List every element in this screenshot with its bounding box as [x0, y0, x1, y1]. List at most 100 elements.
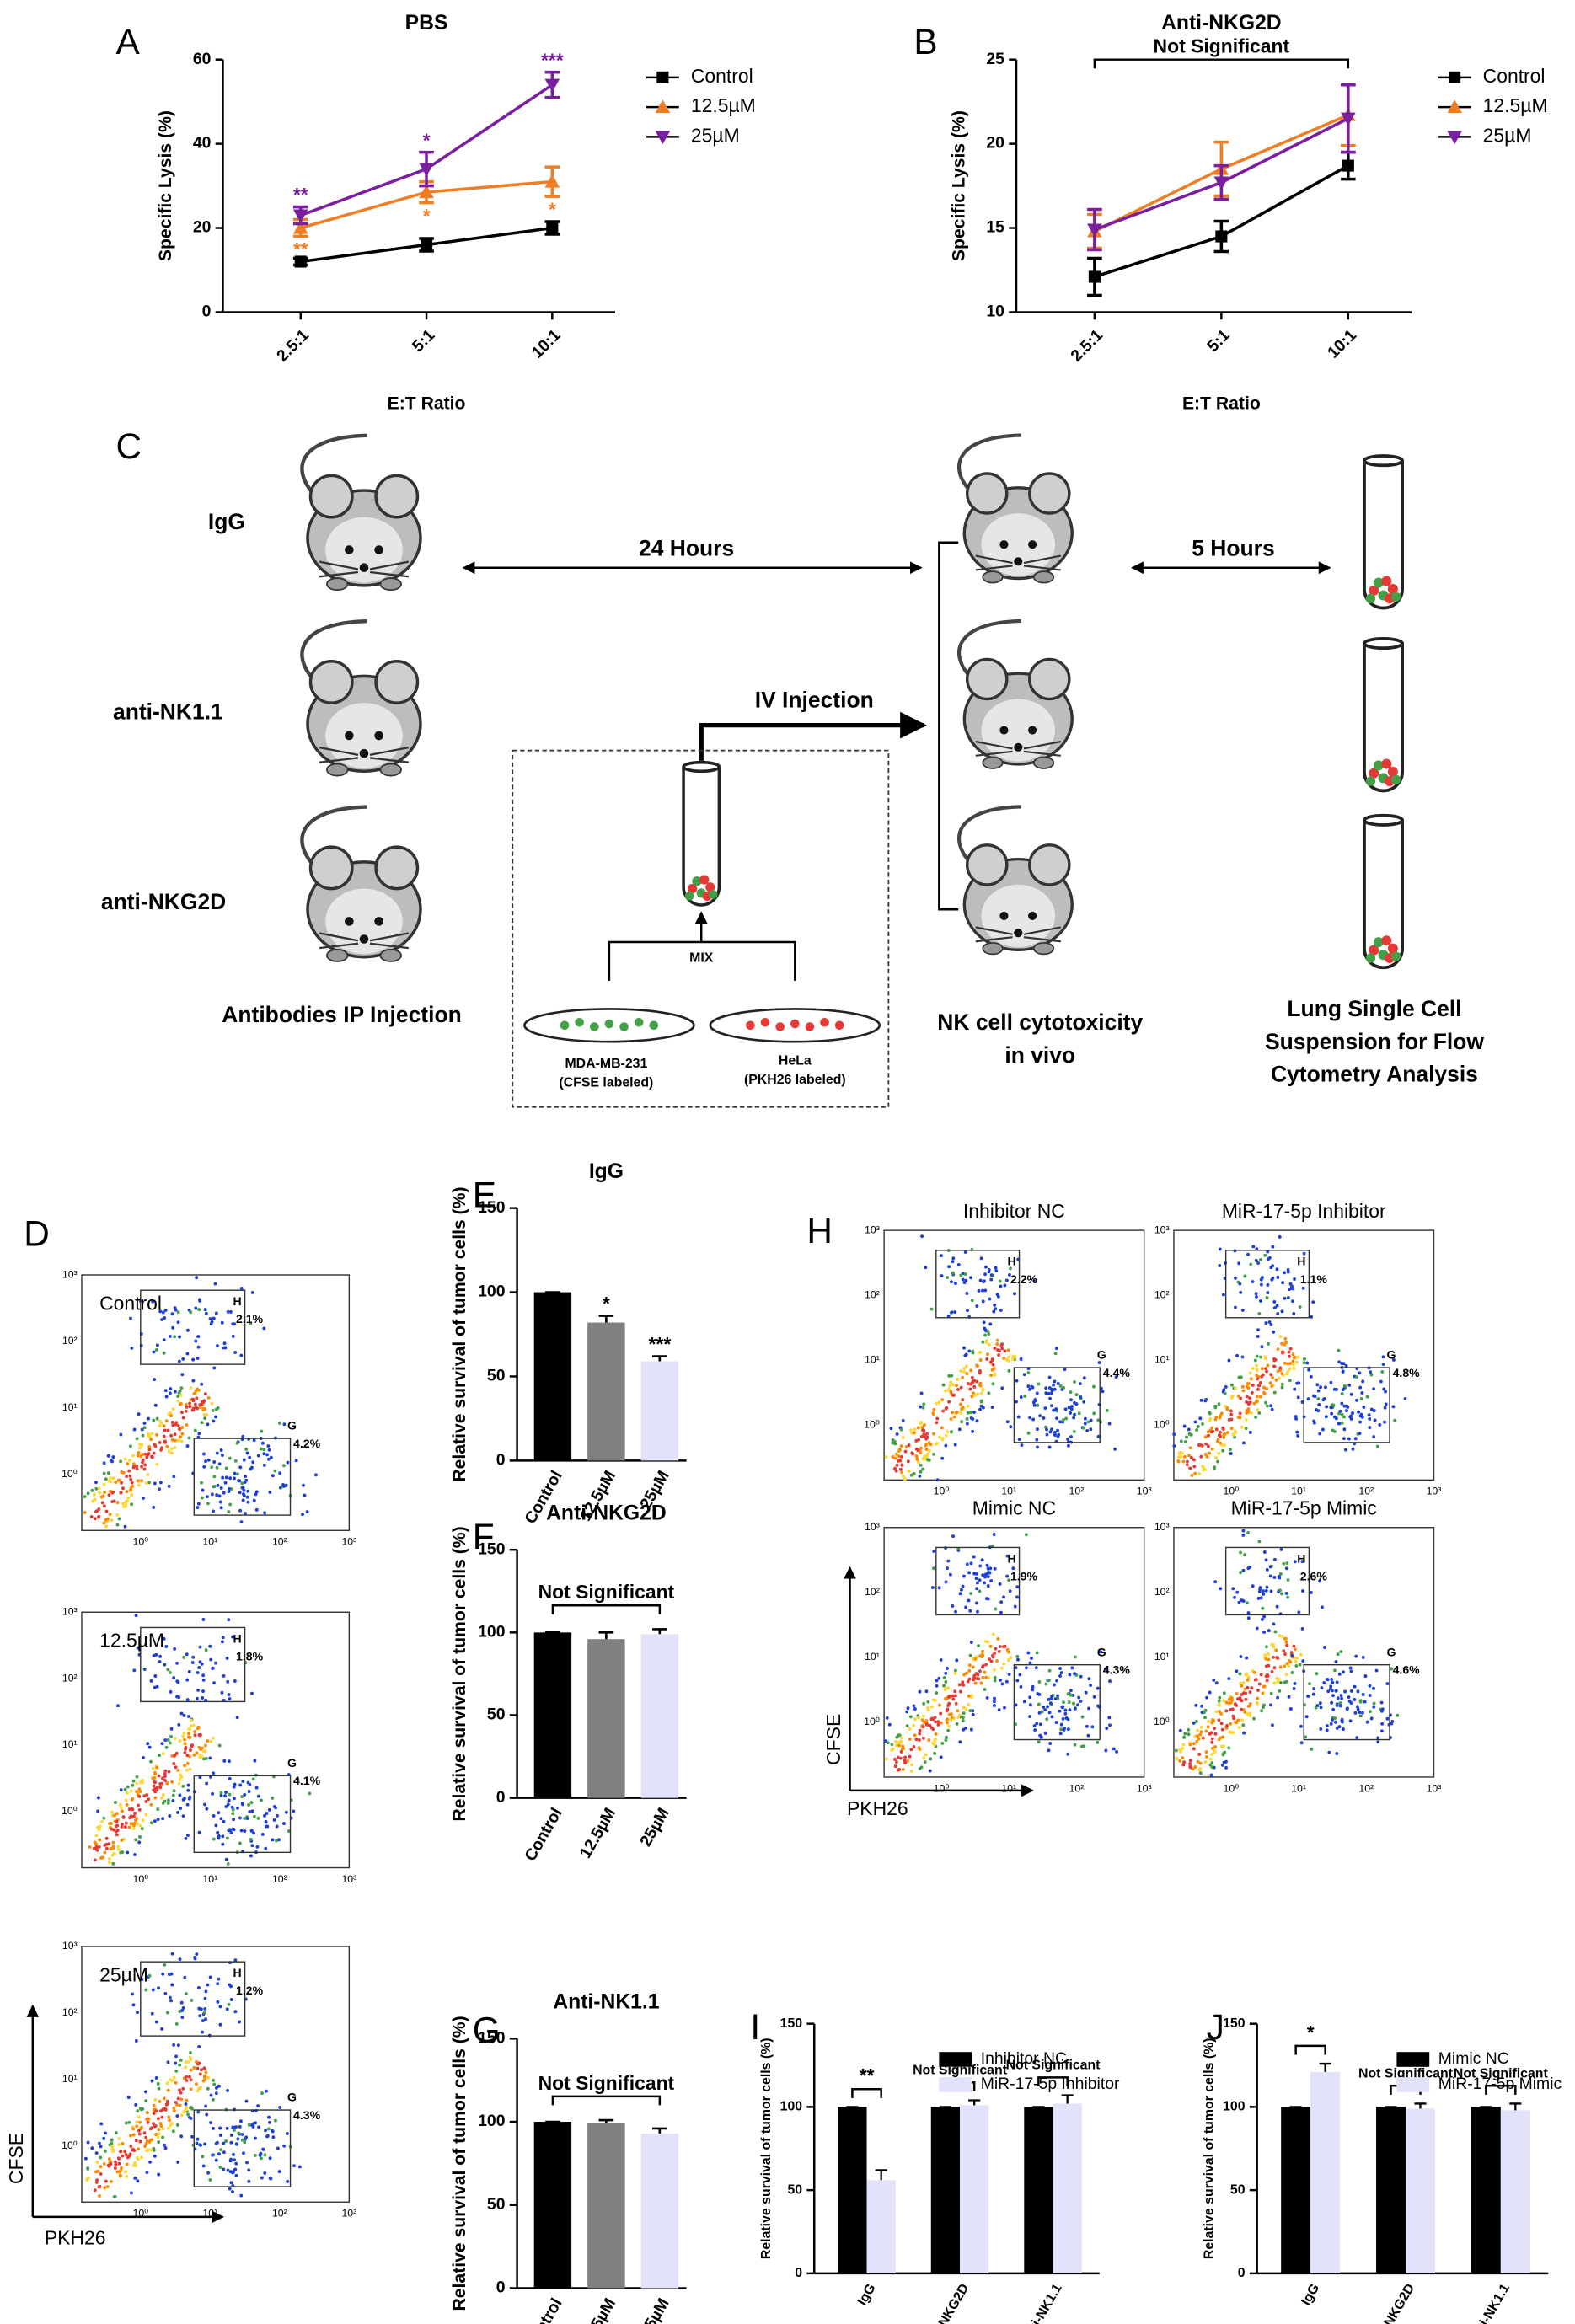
event-dot: [168, 1814, 172, 1818]
event-dot: [917, 1438, 921, 1442]
event-dot: [127, 1459, 131, 1463]
event-dot: [964, 1364, 968, 1368]
event-dot: [919, 1434, 924, 1438]
event-dot: [1026, 1384, 1031, 1389]
significance: ***: [541, 49, 564, 71]
event-dot: [168, 1741, 172, 1745]
event-dot: [191, 1406, 196, 1411]
event-dot: [1195, 1728, 1199, 1732]
event-dot: [249, 1801, 254, 1805]
event-dot: [967, 1677, 972, 1681]
event-dot: [241, 1498, 245, 1502]
legend-swatch: [1396, 2077, 1430, 2092]
event-dot: [172, 2075, 176, 2080]
x-tick-label: 10³: [341, 1873, 356, 1885]
event-dot: [157, 1986, 161, 1990]
event-dot: [894, 1739, 897, 1743]
y-tick-label: 0: [1238, 2266, 1246, 2280]
event-dot: [170, 1420, 174, 1424]
event-dot: [119, 1788, 123, 1792]
event-dot: [918, 1728, 922, 1732]
event-dot: [1210, 1721, 1214, 1725]
event-dot: [965, 1292, 969, 1295]
event-dot: [204, 2017, 208, 2021]
event-dot: [895, 1463, 899, 1467]
event-dot: [1256, 1387, 1260, 1391]
event-dot: [177, 1781, 181, 1786]
event-dot: [946, 1666, 949, 1670]
event-dot: [176, 1399, 180, 1403]
marker: [294, 255, 307, 268]
event-dot: [274, 2118, 277, 2123]
event-dot: [964, 1605, 968, 1609]
event-dot: [1286, 1369, 1290, 1374]
event-dot: [989, 1374, 994, 1377]
event-dot: [102, 2161, 106, 2166]
event-dot: [1278, 1588, 1283, 1593]
event-dot: [135, 2155, 139, 2160]
event-dot: [229, 2140, 233, 2145]
event-dot: [1066, 1752, 1070, 1756]
event-dot: [111, 1861, 115, 1866]
event-dot: [212, 1316, 216, 1320]
y-tick-label: 100: [478, 1622, 505, 1641]
event-dot: [970, 1375, 974, 1379]
event-dot: [935, 1691, 939, 1695]
event-dot: [117, 2156, 121, 2161]
event-dot: [214, 2141, 218, 2145]
event-dot: [217, 1834, 221, 1838]
event-dot: [203, 1416, 207, 1421]
event-dot: [1087, 1677, 1091, 1681]
event-dot: [961, 1406, 965, 1410]
event-dot: [1229, 1700, 1233, 1705]
event-dot: [948, 1384, 952, 1388]
event-dot: [265, 1824, 270, 1829]
event-dot: [1276, 1695, 1280, 1700]
event-dot: [1324, 1415, 1328, 1419]
event-dot: [1267, 1663, 1271, 1668]
event-dot: [172, 2106, 176, 2110]
event-dot: [1181, 1763, 1186, 1767]
event-dot: [1218, 1736, 1222, 1740]
event-dot: [117, 2161, 121, 2166]
event-dot: [222, 1759, 227, 1763]
event-dot: [998, 1582, 1002, 1586]
event-dot: [251, 1777, 255, 1781]
event-dot: [179, 1773, 183, 1777]
event-dot: [1287, 1350, 1291, 1354]
event-dot: [1391, 1405, 1396, 1409]
event-dot: [134, 2102, 138, 2107]
y-tick-label: 10⁰: [62, 1805, 78, 1817]
event-dot: [131, 1465, 136, 1470]
event-dot: [944, 1406, 948, 1411]
event-dot: [121, 1486, 125, 1491]
event-dot: [161, 1776, 164, 1780]
event-dot: [97, 2185, 101, 2189]
event-dot: [1037, 1680, 1042, 1684]
event-dot: [1378, 1422, 1382, 1427]
marker: [419, 185, 434, 199]
event-dot: [1245, 1409, 1249, 1412]
event-dot: [212, 1509, 215, 1513]
event-dot: [171, 1325, 175, 1330]
step-label: Cytometry Analysis: [1271, 1062, 1478, 1087]
event-dot: [981, 1340, 985, 1344]
event-dot: [1181, 1743, 1186, 1747]
event-dot: [1353, 1711, 1358, 1715]
event-dot: [195, 1696, 199, 1700]
event-dot: [1006, 1348, 1010, 1352]
event-dot: [1208, 1451, 1212, 1455]
event-dot: [919, 1391, 924, 1395]
event-dot: [1107, 1716, 1112, 1720]
event-dot: [903, 1477, 907, 1481]
event-dot: [1277, 1376, 1281, 1380]
event-dot: [117, 2143, 121, 2146]
event-dot: [142, 1794, 147, 1798]
x-tick-label: Anti-NKG2D: [1367, 2282, 1418, 2324]
event-dot: [1204, 1442, 1208, 1446]
event-dot: [189, 2106, 193, 2110]
event-dot: [955, 1658, 959, 1663]
event-dot: [179, 1806, 183, 1810]
event-dot: [1241, 1389, 1246, 1393]
event-dot: [265, 1453, 269, 1457]
